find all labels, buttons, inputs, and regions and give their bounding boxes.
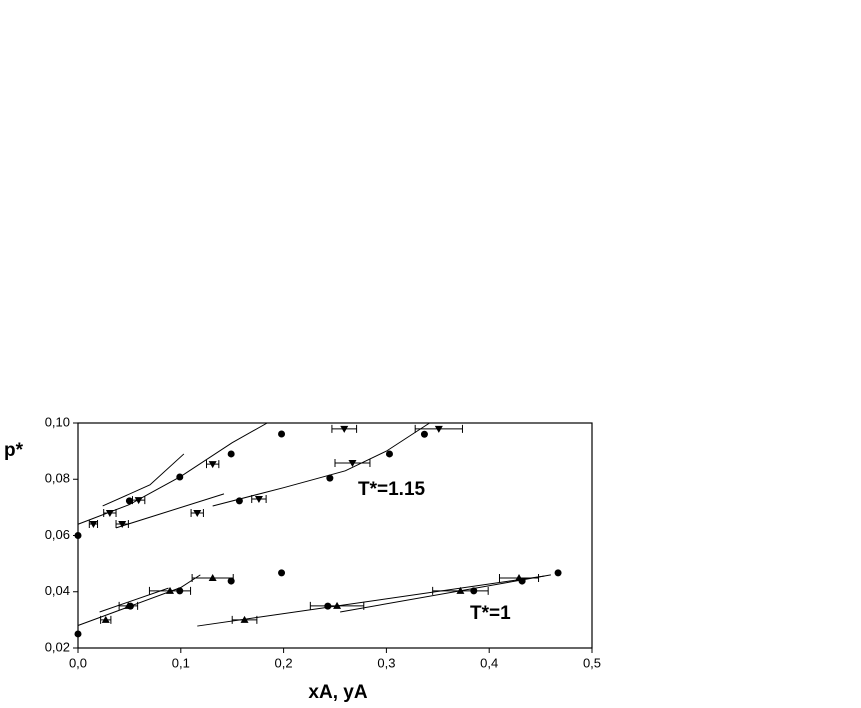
fit-line [197, 575, 545, 627]
y-tick-label: 0,08 [45, 471, 70, 486]
plot-frame [77, 422, 593, 649]
annotation: T*=1.15 [358, 479, 426, 500]
point [278, 430, 286, 438]
point [118, 520, 127, 528]
x-tick-label: 0,1 [172, 655, 190, 670]
point [208, 573, 217, 581]
point [385, 450, 393, 458]
x-tick-label: 0,2 [275, 655, 293, 670]
annotation: T*=1 [470, 603, 511, 624]
point [420, 430, 428, 438]
fit-line [212, 422, 430, 507]
y-tick-label: 0,10 [45, 414, 70, 429]
point [124, 601, 133, 609]
point [434, 425, 443, 433]
point [554, 569, 562, 577]
fit-line [99, 587, 169, 613]
point [208, 461, 217, 469]
y-tick-label: 0,02 [45, 639, 70, 654]
x-axis-label: xA, yA [308, 682, 367, 703]
point [101, 615, 110, 623]
x-tick-label: 0,4 [480, 655, 498, 670]
point [348, 459, 357, 467]
x-tick-label: 0,3 [377, 655, 395, 670]
point [125, 497, 133, 505]
point [193, 510, 202, 517]
y-tick-label: 0,04 [45, 583, 70, 598]
point [333, 601, 342, 609]
fit-line [115, 493, 225, 529]
x-tick-label: 0,0 [69, 655, 87, 670]
point [278, 569, 286, 577]
fit-line [102, 453, 185, 507]
point [74, 532, 82, 539]
fit-line [340, 574, 551, 613]
point [74, 630, 82, 638]
y-axis-label: p* [4, 440, 24, 461]
fit-line [77, 574, 201, 626]
y-tick-label: 0,06 [45, 527, 70, 542]
fit-line [77, 422, 268, 525]
point [89, 520, 98, 528]
x-tick-label: 0,5 [583, 655, 601, 670]
point [326, 474, 334, 482]
point [340, 425, 349, 433]
point [227, 450, 235, 458]
point [254, 495, 263, 503]
